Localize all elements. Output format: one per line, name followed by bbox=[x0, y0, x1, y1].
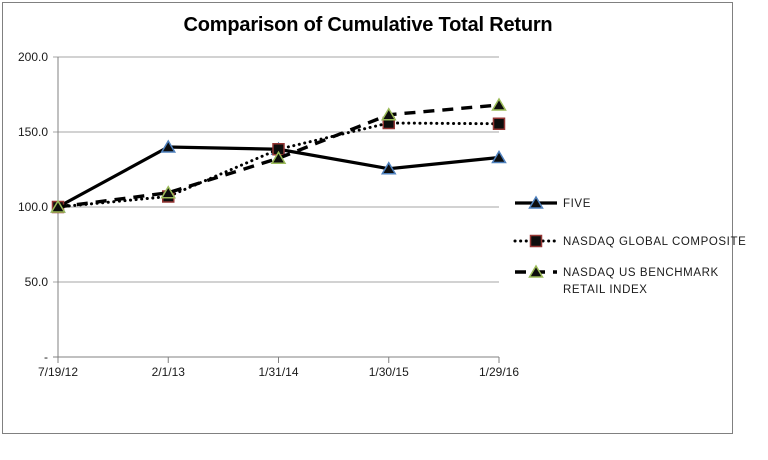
legend-item-nasdaq-global-composite: NASDAQ GLOBAL COMPOSITE bbox=[513, 234, 746, 248]
x-axis-tick-label: 1/30/15 bbox=[369, 365, 409, 379]
legend: FIVE NASDAQ GLOBAL COMPOSITE NASDAQ US BEN… bbox=[513, 195, 746, 296]
gridlines-layer bbox=[53, 56, 499, 283]
legend-marker bbox=[528, 195, 544, 209]
y-axis-tick-label: 50.0 bbox=[25, 275, 49, 289]
y-axis-tick-label: - bbox=[44, 350, 48, 364]
legend-item-nasdaq-us-benchmark-retail-index: NASDAQ US BENCHMARK RETAIL INDEX bbox=[515, 264, 719, 296]
series-line bbox=[57, 103, 500, 209]
legend-marker bbox=[529, 234, 543, 248]
axes-layer: 200.0 150.0 100.0 50.0 -7/19/12 2/1/13 1/31/14… bbox=[18, 50, 519, 379]
data-point-marker bbox=[380, 107, 397, 121]
series-layer bbox=[50, 97, 507, 214]
data-point-marker bbox=[160, 185, 177, 199]
data-point-marker bbox=[270, 150, 287, 164]
legend-item-five: FIVE bbox=[515, 195, 591, 210]
data-point-marker bbox=[491, 97, 507, 111]
data-point-marker bbox=[50, 199, 66, 213]
legend-marker bbox=[528, 264, 544, 278]
legend-label: NASDAQ GLOBAL COMPOSITE bbox=[563, 236, 746, 248]
data-point-marker bbox=[160, 139, 177, 153]
chart-frame-border bbox=[2, 2, 733, 434]
legend-label: FIVE bbox=[563, 198, 591, 210]
x-axis-tick-label: 2/1/13 bbox=[152, 365, 186, 379]
data-point-marker bbox=[380, 161, 397, 175]
y-axis-tick-label: 150.0 bbox=[18, 125, 48, 139]
data-point-marker bbox=[491, 150, 507, 164]
chart-title: Comparison of Cumulative Total Return bbox=[184, 14, 553, 36]
y-axis-tick-label: 100.0 bbox=[18, 200, 48, 214]
x-axis-tick-label: 7/19/12 bbox=[38, 365, 78, 379]
x-axis-tick-label: 1/29/16 bbox=[479, 365, 519, 379]
series-nasdaq-us-benchmark-retail-index bbox=[50, 97, 507, 213]
y-axis-tick-label: 200.0 bbox=[18, 50, 48, 64]
legend-label: NASDAQ US BENCHMARK RETAIL INDEX bbox=[563, 267, 719, 296]
x-axis-tick-label: 1/31/14 bbox=[258, 365, 298, 379]
data-point-marker bbox=[492, 117, 506, 130]
